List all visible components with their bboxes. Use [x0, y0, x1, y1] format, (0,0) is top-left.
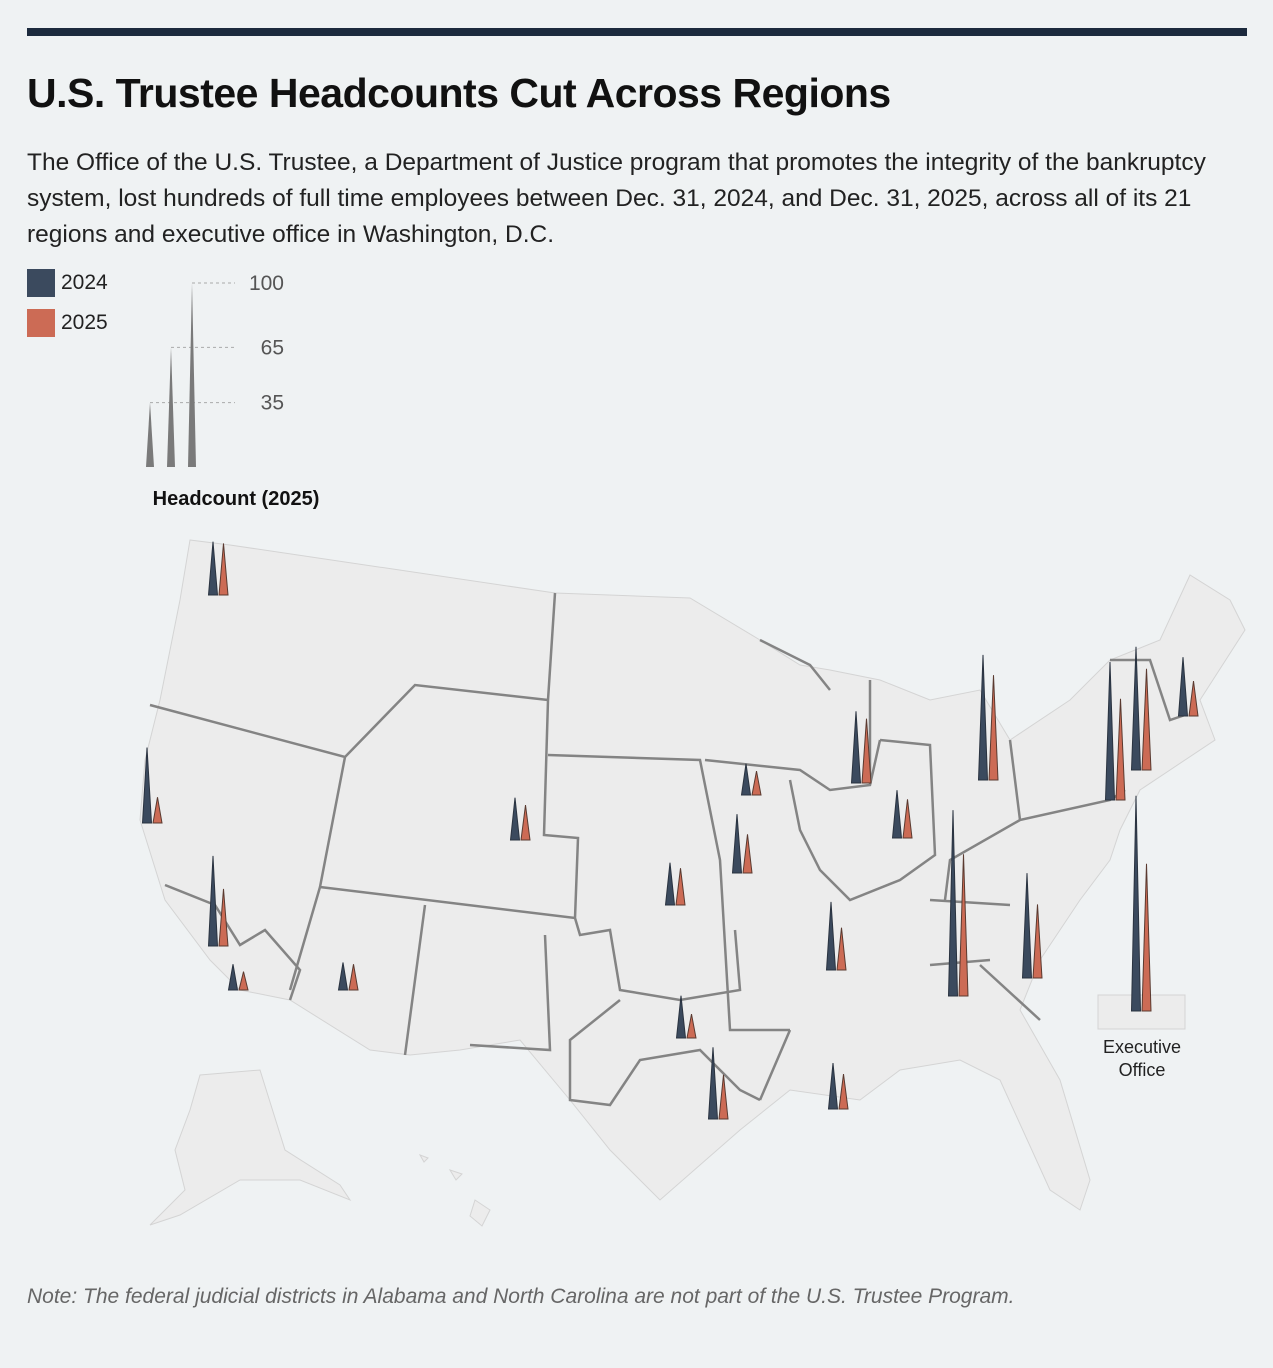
spike-2024: [1104, 661, 1116, 801]
spike-2025: [520, 804, 531, 841]
spike-2024: [850, 711, 862, 784]
hawaii-shape: [418, 1154, 491, 1227]
spike-2024: [740, 763, 752, 796]
size-legend-tick-label: 100: [249, 272, 284, 295]
us-map: [139, 539, 1246, 1227]
legend-swatch-2025: [27, 309, 55, 337]
spike-2025: [1115, 698, 1126, 801]
spike-2025: [742, 834, 753, 874]
spike-2025: [718, 1074, 729, 1120]
spike-2025: [751, 770, 762, 796]
size-legend-spike: [188, 283, 196, 467]
spike-2025: [218, 543, 229, 596]
spike-2024: [827, 1062, 839, 1110]
spike-2024: [227, 964, 239, 991]
spike-2025: [902, 799, 913, 839]
spike-2025: [988, 675, 999, 781]
spike-2025: [686, 1013, 697, 1039]
spike-2024: [977, 654, 989, 781]
spike-2025: [958, 854, 969, 997]
spike-2024: [947, 810, 959, 997]
spike-2024: [825, 901, 837, 971]
exec-office-box: [1097, 994, 1186, 1030]
spike-2025: [836, 927, 847, 971]
size-legend-title: Headcount (2025): [153, 488, 320, 510]
size-legend-tick-label: 65: [261, 336, 284, 359]
spike-2025: [861, 718, 872, 784]
spike-2025: [1141, 668, 1152, 771]
spike-2024: [141, 747, 153, 824]
spikes: [141, 541, 1199, 1120]
spike-2025: [152, 797, 163, 824]
spike-2025: [238, 971, 249, 991]
chart-subtitle: The Office of the U.S. Trustee, a Depart…: [27, 149, 1206, 248]
top-rule: [27, 28, 1247, 36]
spike-2024: [1130, 646, 1142, 771]
legend-item-2025: 2025: [27, 309, 108, 337]
exec-office-label: Executive Office: [1103, 1037, 1181, 1080]
spike-2024: [509, 797, 521, 841]
spike-2025: [218, 888, 229, 947]
alaska-shape: [149, 1069, 352, 1226]
spike-2024: [675, 995, 687, 1039]
legend-item-2024: 2024: [27, 269, 108, 297]
spike-2024: [891, 790, 903, 839]
spike-2024: [1130, 795, 1142, 1012]
spike-2024: [207, 855, 219, 947]
legend-label-2025: 2025: [61, 311, 108, 334]
spike-2024: [664, 862, 676, 906]
spike-2025: [1188, 680, 1199, 717]
footnote: Note: The federal judicial districts in …: [27, 1285, 1015, 1308]
size-legend: 35 65 100: [146, 272, 284, 467]
spike-2025: [838, 1073, 849, 1110]
spike-2024: [207, 541, 219, 596]
spike-2024: [731, 814, 743, 874]
spike-2024: [707, 1047, 719, 1120]
region-boundaries: [149, 592, 1186, 1107]
size-legend-spike: [167, 347, 175, 467]
spike-2025: [1141, 863, 1152, 1012]
spike-2025: [675, 868, 686, 906]
continental-us-shape: [139, 539, 1246, 1211]
size-legend-tick-label: 35: [261, 392, 284, 415]
size-legend-spike: [146, 402, 154, 467]
spike-2025: [348, 964, 359, 991]
spike-2024: [1177, 657, 1189, 717]
spike-2025: [1032, 904, 1043, 979]
chart-title: U.S. Trustee Headcounts Cut Across Regio…: [27, 70, 891, 116]
spike-2024: [337, 962, 349, 991]
spike-2024: [1021, 873, 1033, 979]
legend-label-2024: 2024: [61, 271, 108, 294]
legend-swatch-2024: [27, 269, 55, 297]
